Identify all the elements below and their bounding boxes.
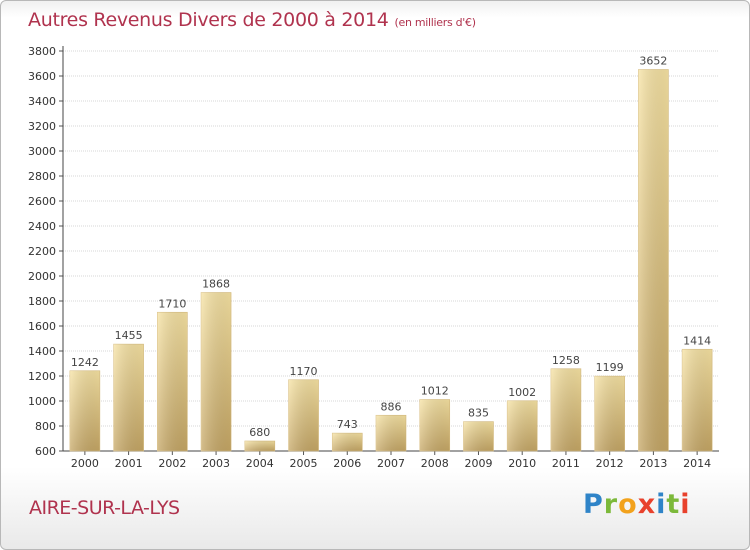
bar-shade-2005 <box>288 379 319 451</box>
data-label-2014: 1414 <box>683 334 711 347</box>
x-tick-label: 2010 <box>508 457 536 470</box>
bar-shade-2011 <box>550 368 581 451</box>
y-tick-label: 3400 <box>28 95 56 108</box>
y-tick-label: 2800 <box>28 170 56 183</box>
x-tick-label: 2008 <box>421 457 449 470</box>
chart-title: Autres Revenus Divers de 2000 à 2014 (en … <box>28 9 476 31</box>
data-label-2005: 1170 <box>290 365 318 378</box>
bar-shade-2012 <box>594 376 625 451</box>
proxiti-logo: Proxiti <box>583 489 691 520</box>
chart-subtitle: (en milliers d'€) <box>394 16 476 29</box>
x-tick-label: 2014 <box>683 457 711 470</box>
bar-shade-2006 <box>332 433 363 451</box>
bar-shade-2004 <box>244 441 275 451</box>
x-tick-label: 2002 <box>158 457 186 470</box>
x-tick-label: 2004 <box>246 457 274 470</box>
y-tick-label: 3000 <box>28 145 56 158</box>
y-tick-label: 3200 <box>28 120 56 133</box>
bar-shade-2007 <box>376 415 406 451</box>
y-tick-label: 1800 <box>28 295 56 308</box>
x-tick-label: 2003 <box>202 457 230 470</box>
bar-shade-2009 <box>463 421 494 451</box>
data-label-2009: 835 <box>468 407 489 420</box>
y-tick-label: 2600 <box>28 195 56 208</box>
x-tick-label: 2007 <box>377 457 405 470</box>
bar-shade-2000 <box>69 370 100 451</box>
x-tick-label: 2013 <box>639 457 667 470</box>
bar-shade-2010 <box>507 400 538 451</box>
bar-shade-2008 <box>419 399 450 451</box>
data-label-2011: 1258 <box>552 354 580 367</box>
y-tick-label: 1200 <box>28 370 56 383</box>
x-tick-label: 2009 <box>464 457 492 470</box>
y-tick-label: 1000 <box>28 395 56 408</box>
y-tick-label: 600 <box>35 445 56 458</box>
data-label-2000: 1242 <box>71 356 99 369</box>
x-tick-label: 2011 <box>552 457 580 470</box>
y-tick-label: 3800 <box>28 45 56 58</box>
y-tick-label: 1600 <box>28 320 56 333</box>
x-tick-label: 2012 <box>596 457 624 470</box>
x-tick-label: 2006 <box>333 457 361 470</box>
data-label-2012: 1199 <box>596 361 624 374</box>
x-tick-label: 2000 <box>71 457 99 470</box>
bars <box>69 69 713 452</box>
y-tick-label: 800 <box>35 420 56 433</box>
x-tick-label: 2001 <box>115 457 143 470</box>
y-tick-label: 3600 <box>28 70 56 83</box>
x-tick-label: 2005 <box>290 457 318 470</box>
bar-shade-2002 <box>157 312 188 451</box>
data-label-2006: 743 <box>337 418 358 431</box>
bar-shade-2013 <box>638 69 669 451</box>
place-name: AIRE-SUR-LA-LYS <box>29 497 180 519</box>
bar-shade-2014 <box>682 349 713 451</box>
data-label-2013: 3652 <box>639 55 667 68</box>
data-label-2001: 1455 <box>115 329 143 342</box>
data-label-2003: 1868 <box>202 278 230 291</box>
data-label-2007: 886 <box>381 400 402 413</box>
data-label-2010: 1002 <box>508 386 536 399</box>
data-labels: 1242 1455 1710 1868 680 1170 743 886 1012 835 1002… <box>71 55 711 440</box>
y-tick-label: 1400 <box>28 345 56 358</box>
data-label-2004: 680 <box>249 426 270 439</box>
bar-shade-2001 <box>113 344 144 451</box>
y-tick-label: 2000 <box>28 270 56 283</box>
chart-title-text: Autres Revenus Divers de 2000 à 2014 <box>28 9 389 31</box>
y-tick-label: 2200 <box>28 245 56 258</box>
data-label-2008: 1012 <box>421 385 449 398</box>
y-tick-label: 2400 <box>28 220 56 233</box>
data-label-2002: 1710 <box>158 297 186 310</box>
bar-shade-2003 <box>201 292 232 451</box>
